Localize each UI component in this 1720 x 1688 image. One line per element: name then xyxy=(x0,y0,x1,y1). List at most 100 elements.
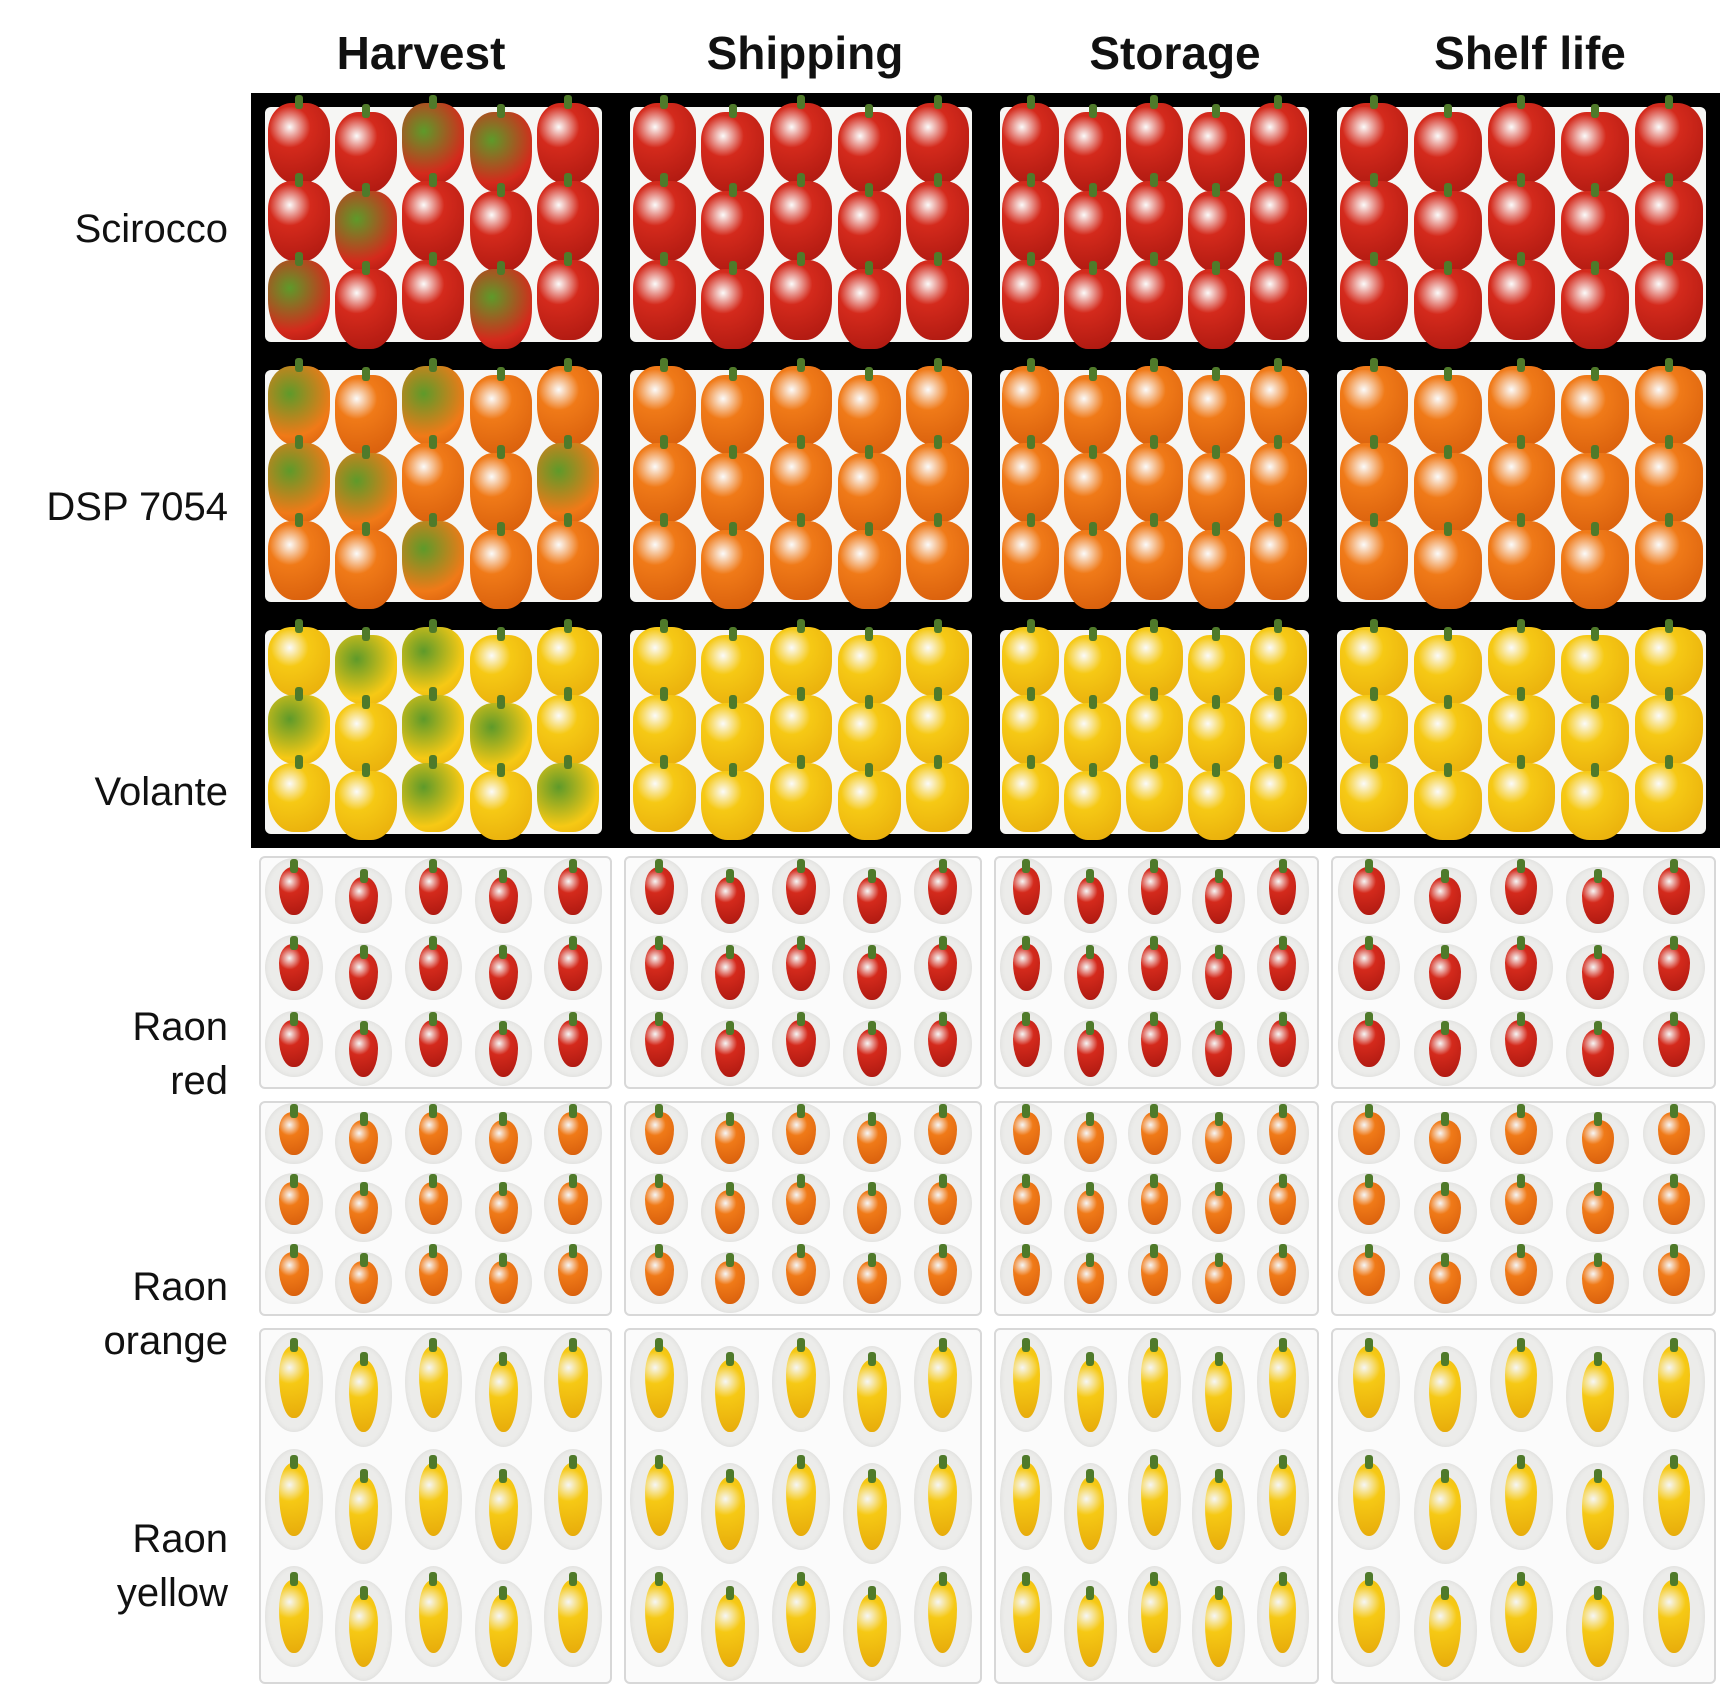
pepper xyxy=(786,859,816,915)
pepper xyxy=(1581,1182,1614,1234)
pepper xyxy=(267,435,330,523)
pepper xyxy=(1635,686,1704,764)
pepper xyxy=(537,435,600,523)
pepper xyxy=(786,935,816,992)
pepper-stem xyxy=(1669,1572,1678,1587)
pepper-stem xyxy=(867,1351,876,1366)
pepper xyxy=(1126,251,1183,340)
pepper xyxy=(1429,944,1462,1001)
pepper-stem xyxy=(1669,1244,1678,1259)
pepper xyxy=(267,618,330,696)
pepper-stem xyxy=(865,626,874,641)
pepper-stem xyxy=(1665,251,1674,266)
row-label-line: red xyxy=(170,1059,228,1103)
pepper xyxy=(418,935,449,992)
pepper xyxy=(1002,173,1060,262)
pepper-stem xyxy=(1022,1337,1031,1352)
pepper xyxy=(279,859,309,915)
pepper xyxy=(1429,1021,1462,1077)
pepper-stem xyxy=(1591,694,1600,709)
pepper xyxy=(349,1469,379,1550)
pepper xyxy=(558,935,588,992)
pepper-stem xyxy=(289,1012,298,1027)
pepper-stem xyxy=(359,1351,368,1366)
pepper xyxy=(1339,512,1408,600)
pepper xyxy=(537,686,600,764)
pepper-stem xyxy=(1022,1173,1031,1188)
pepper xyxy=(1429,868,1462,924)
pepper xyxy=(769,95,833,183)
pepper xyxy=(1561,261,1630,350)
pepper xyxy=(558,859,588,915)
pepper-stem xyxy=(655,1012,664,1027)
pepper-stem xyxy=(660,686,669,701)
pepper-stem xyxy=(1517,1103,1526,1118)
pepper xyxy=(488,1586,518,1668)
pepper xyxy=(1413,261,1482,350)
pepper xyxy=(488,1021,518,1077)
pepper xyxy=(1505,1572,1538,1653)
pepper xyxy=(335,762,398,841)
pepper xyxy=(1002,686,1060,764)
pepper-stem xyxy=(1278,1454,1287,1469)
row-label-line: Scirocco xyxy=(74,207,228,251)
pepper-stem xyxy=(496,261,505,276)
pepper xyxy=(856,1182,887,1234)
pepper-stem xyxy=(362,261,371,276)
pepper xyxy=(1126,435,1183,523)
pepper-stem xyxy=(496,104,505,119)
pepper-stem xyxy=(429,859,438,874)
pepper xyxy=(1353,1103,1386,1156)
pepper-stem xyxy=(1150,251,1159,266)
pepper xyxy=(1487,754,1556,832)
pepper xyxy=(1141,859,1168,915)
pepper xyxy=(1141,1244,1168,1296)
pepper-stem xyxy=(429,1244,438,1259)
pepper-stem xyxy=(728,367,737,382)
pepper xyxy=(267,754,330,832)
pepper xyxy=(715,1182,746,1234)
pepper xyxy=(1353,859,1386,915)
pepper-stem xyxy=(728,694,737,709)
pepper xyxy=(488,1111,518,1164)
pepper xyxy=(1249,173,1307,262)
pepper-stem xyxy=(1369,435,1378,450)
pepper-stem xyxy=(362,444,371,459)
pepper-stem xyxy=(359,868,368,883)
row-label-line: yellow xyxy=(116,1571,228,1615)
pepper xyxy=(632,512,696,600)
pepper xyxy=(1076,1021,1104,1077)
pepper-stem xyxy=(728,104,737,119)
pepper xyxy=(644,1173,675,1226)
pepper-stem xyxy=(1214,1111,1223,1126)
pepper-stem xyxy=(933,754,942,769)
pepper-stem xyxy=(429,1012,438,1027)
pepper-stem xyxy=(1086,1351,1095,1366)
pepper-stem xyxy=(289,1103,298,1118)
pepper xyxy=(558,1572,588,1653)
pepper xyxy=(402,754,465,832)
pepper-stem xyxy=(429,251,438,266)
pepper-stem xyxy=(1026,358,1035,373)
pepper xyxy=(1002,512,1060,600)
pepper xyxy=(632,686,696,764)
row-label-line: Raon xyxy=(132,1265,228,1309)
pepper xyxy=(1012,1103,1040,1156)
pepper-stem xyxy=(796,1244,805,1259)
pepper xyxy=(1561,762,1630,841)
pepper xyxy=(1076,1469,1104,1550)
pepper xyxy=(469,444,532,532)
pepper xyxy=(1429,1469,1462,1550)
pepper xyxy=(418,859,449,915)
pepper-stem xyxy=(496,762,505,777)
pepper xyxy=(279,1454,309,1536)
pepper xyxy=(349,944,379,1001)
pepper-stem xyxy=(564,173,573,188)
pepper-stem xyxy=(655,1572,664,1587)
pepper xyxy=(1505,1244,1538,1296)
pepper xyxy=(1126,754,1183,832)
pepper-stem xyxy=(655,1173,664,1188)
pepper-stem xyxy=(867,868,876,883)
pepper xyxy=(537,95,600,183)
pepper-stem xyxy=(499,1182,508,1197)
